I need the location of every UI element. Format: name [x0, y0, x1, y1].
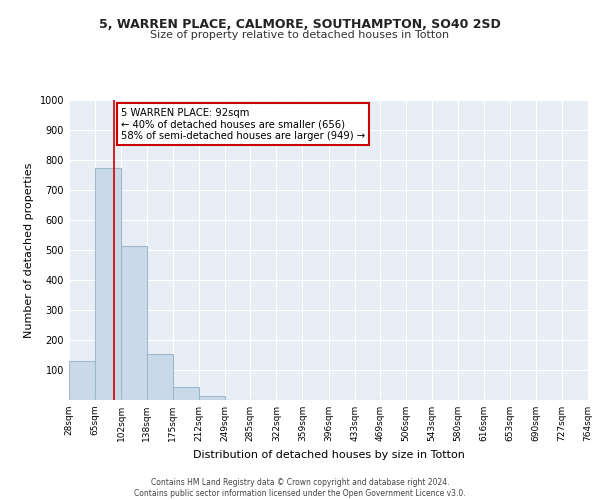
Y-axis label: Number of detached properties: Number of detached properties [24, 162, 34, 338]
Text: 5, WARREN PLACE, CALMORE, SOUTHAMPTON, SO40 2SD: 5, WARREN PLACE, CALMORE, SOUTHAMPTON, S… [99, 18, 501, 30]
Bar [121, 246, 147, 400]
Bar [69, 361, 95, 400]
Bar [146, 354, 173, 400]
Bar [173, 386, 199, 400]
Text: Contains HM Land Registry data © Crown copyright and database right 2024.
Contai: Contains HM Land Registry data © Crown c… [134, 478, 466, 498]
Bar [95, 168, 121, 400]
X-axis label: Distribution of detached houses by size in Totton: Distribution of detached houses by size … [193, 450, 464, 460]
Text: 5 WARREN PLACE: 92sqm
← 40% of detached houses are smaller (656)
58% of semi-det: 5 WARREN PLACE: 92sqm ← 40% of detached … [121, 108, 365, 140]
Bar [199, 396, 225, 400]
Text: Size of property relative to detached houses in Totton: Size of property relative to detached ho… [151, 30, 449, 40]
